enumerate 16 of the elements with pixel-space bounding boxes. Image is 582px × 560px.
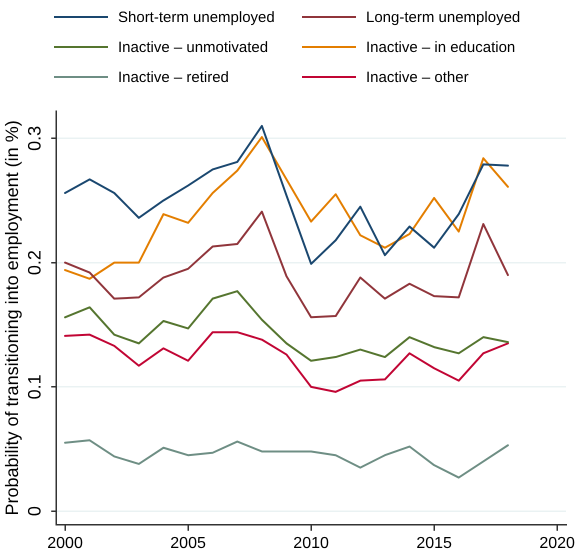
legend-label: Inactive – retired	[118, 69, 229, 86]
legend-label: Short-term unemployed	[118, 9, 275, 26]
y-tick-label: 0.1	[24, 374, 45, 400]
y-tick-label: 0	[24, 506, 45, 516]
legend-label: Inactive – in education	[366, 39, 516, 56]
legend-label: Inactive – unmotivated	[118, 39, 268, 56]
legend-label: Long-term unemployed	[366, 9, 520, 26]
y-tick-label: 0.3	[24, 126, 45, 151]
legend-label: Inactive – other	[366, 69, 469, 86]
x-tick-label: 2005	[170, 534, 206, 552]
x-tick-label: 2015	[416, 534, 452, 552]
x-tick-label: 2020	[539, 534, 576, 552]
y-axis-title: Probability of transitioning into employment (in %)	[2, 120, 22, 516]
x-tick-label: 2010	[293, 534, 329, 552]
x-tick-label: 2000	[47, 534, 83, 552]
y-tick-label: 0.2	[24, 250, 45, 276]
